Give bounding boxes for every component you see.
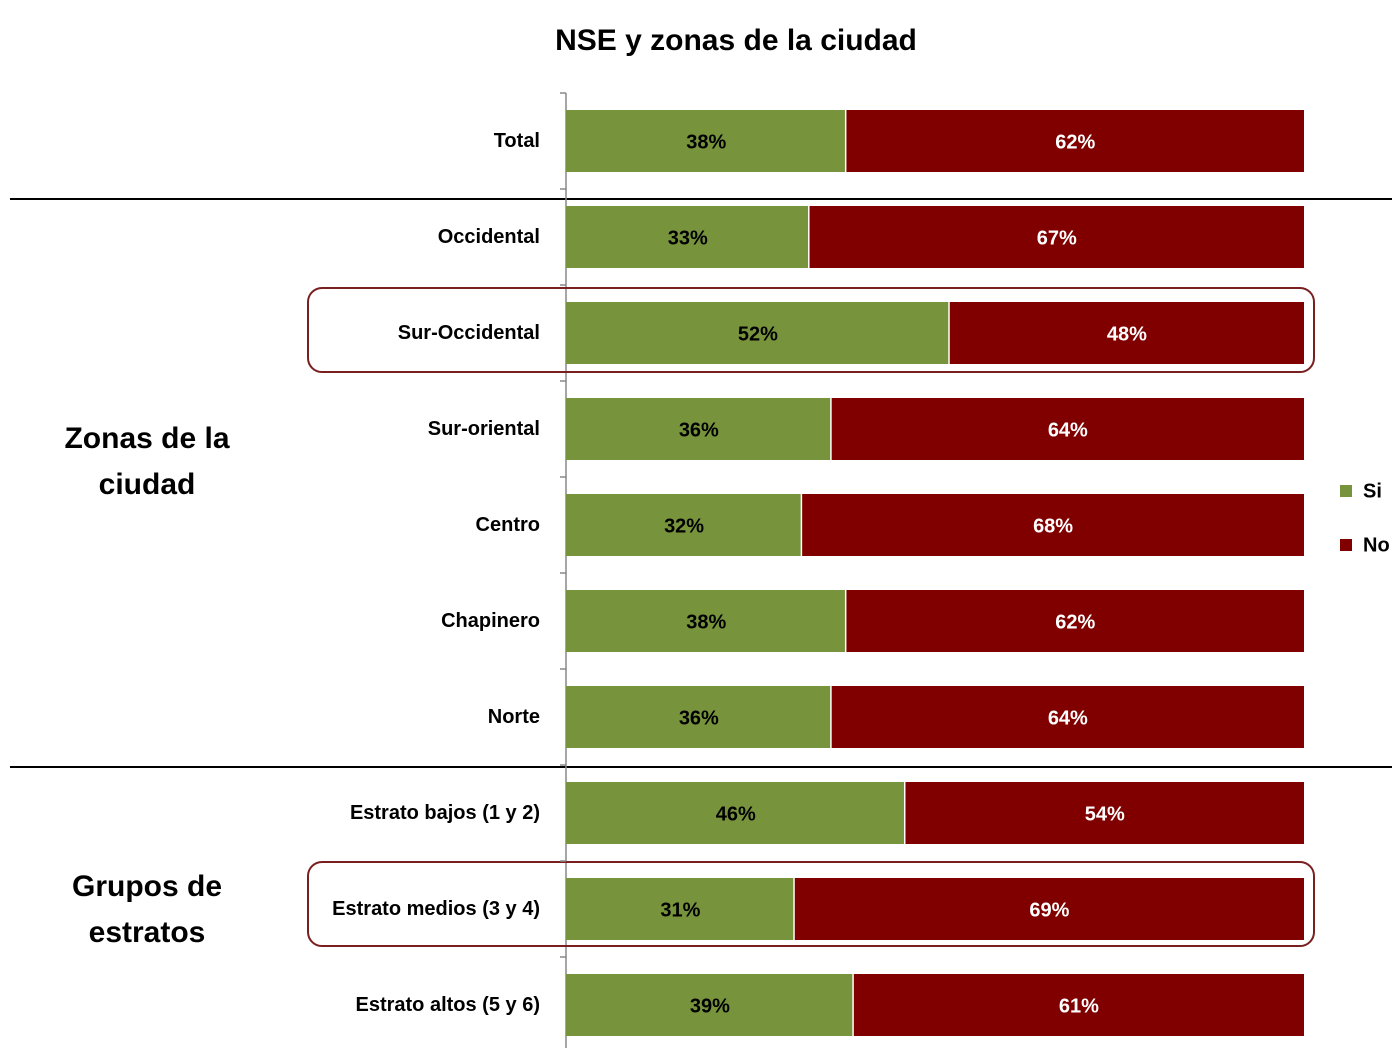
bar-segment — [853, 974, 1304, 1036]
category-label-box: Centro — [475, 514, 540, 536]
value-label: 38% — [686, 611, 726, 633]
value-label: 39% — [690, 995, 730, 1017]
bar-segment — [905, 782, 1304, 844]
chart-title: NSE y zonas de la ciudad — [555, 24, 917, 57]
category-label: Sur-oriental — [427, 418, 540, 440]
value-label: 62% — [1055, 611, 1095, 633]
bar-segment — [846, 590, 1304, 652]
category-label-box: Occidental — [437, 226, 540, 248]
category-label-box: Chapinero — [441, 610, 540, 632]
bar-segment — [566, 398, 831, 460]
category-label-box: Norte — [487, 706, 540, 728]
category-label-box: Sur-Occidental — [397, 322, 540, 344]
value-label: 36% — [679, 707, 719, 729]
value-label: 61% — [1059, 995, 1099, 1017]
bar-segment — [831, 398, 1304, 460]
category-label: Estrato bajos (1 y 2) — [349, 802, 540, 824]
legend-label: No — [1363, 534, 1390, 556]
value-label: 62% — [1055, 131, 1095, 153]
bar-segment — [566, 302, 949, 364]
bar-segment — [802, 494, 1304, 556]
category-label-box: Estrato altos (5 y 6) — [355, 994, 540, 1016]
category-label: Occidental — [437, 226, 540, 248]
category-label: Centro — [475, 514, 540, 536]
bar-segment — [949, 302, 1304, 364]
legend-swatch — [1340, 485, 1352, 497]
group-label: Zonas de la ciudad — [64, 422, 230, 501]
value-label: 36% — [679, 419, 719, 441]
value-label: 32% — [664, 515, 704, 537]
bar-segment — [566, 782, 904, 844]
category-label-box: Estrato bajos (1 y 2) — [349, 802, 540, 824]
legend-label: Si — [1363, 480, 1382, 502]
value-label: 33% — [668, 227, 708, 249]
bar-segment — [831, 686, 1304, 748]
category-label: Chapinero — [441, 610, 540, 632]
value-label: 54% — [1085, 803, 1125, 825]
bar-segment — [566, 686, 831, 748]
highlight — [307, 861, 1315, 947]
group-label-box: Grupos de estratos — [71, 870, 222, 949]
category-label: Estrato altos (5 y 6) — [355, 994, 540, 1016]
category-label: Total — [493, 130, 540, 152]
bar-segment — [566, 974, 853, 1036]
bar-segment — [794, 878, 1304, 940]
value-label: 64% — [1048, 707, 1088, 729]
bar-segment — [566, 494, 801, 556]
value-label: 67% — [1037, 227, 1077, 249]
category-label-box: Estrato medios (3 y 4) — [332, 898, 540, 920]
category-label: Sur-Occidental — [397, 322, 540, 344]
bar-segment — [566, 110, 845, 172]
value-label: 31% — [660, 899, 700, 921]
value-label: 48% — [1107, 323, 1147, 345]
value-label: 68% — [1033, 515, 1073, 537]
category-label-box: Total — [493, 130, 540, 152]
legend-swatch — [1340, 539, 1352, 551]
highlight — [307, 287, 1315, 373]
bar-segment — [846, 110, 1304, 172]
value-label: 52% — [738, 323, 778, 345]
bar-segment — [566, 206, 809, 268]
value-label: 46% — [716, 803, 756, 825]
value-label: 69% — [1029, 899, 1069, 921]
value-label: 38% — [686, 131, 726, 153]
value-label: 64% — [1048, 419, 1088, 441]
bar-segment — [566, 590, 845, 652]
category-label-box: Sur-oriental — [427, 418, 540, 440]
bar-segment — [809, 206, 1304, 268]
category-label: Norte — [487, 706, 540, 728]
bar-segment — [566, 878, 794, 940]
category-label: Estrato medios (3 y 4) — [332, 898, 540, 920]
group-label: Grupos de estratos — [71, 870, 222, 949]
group-label-box: Zonas de la ciudad — [64, 422, 230, 501]
